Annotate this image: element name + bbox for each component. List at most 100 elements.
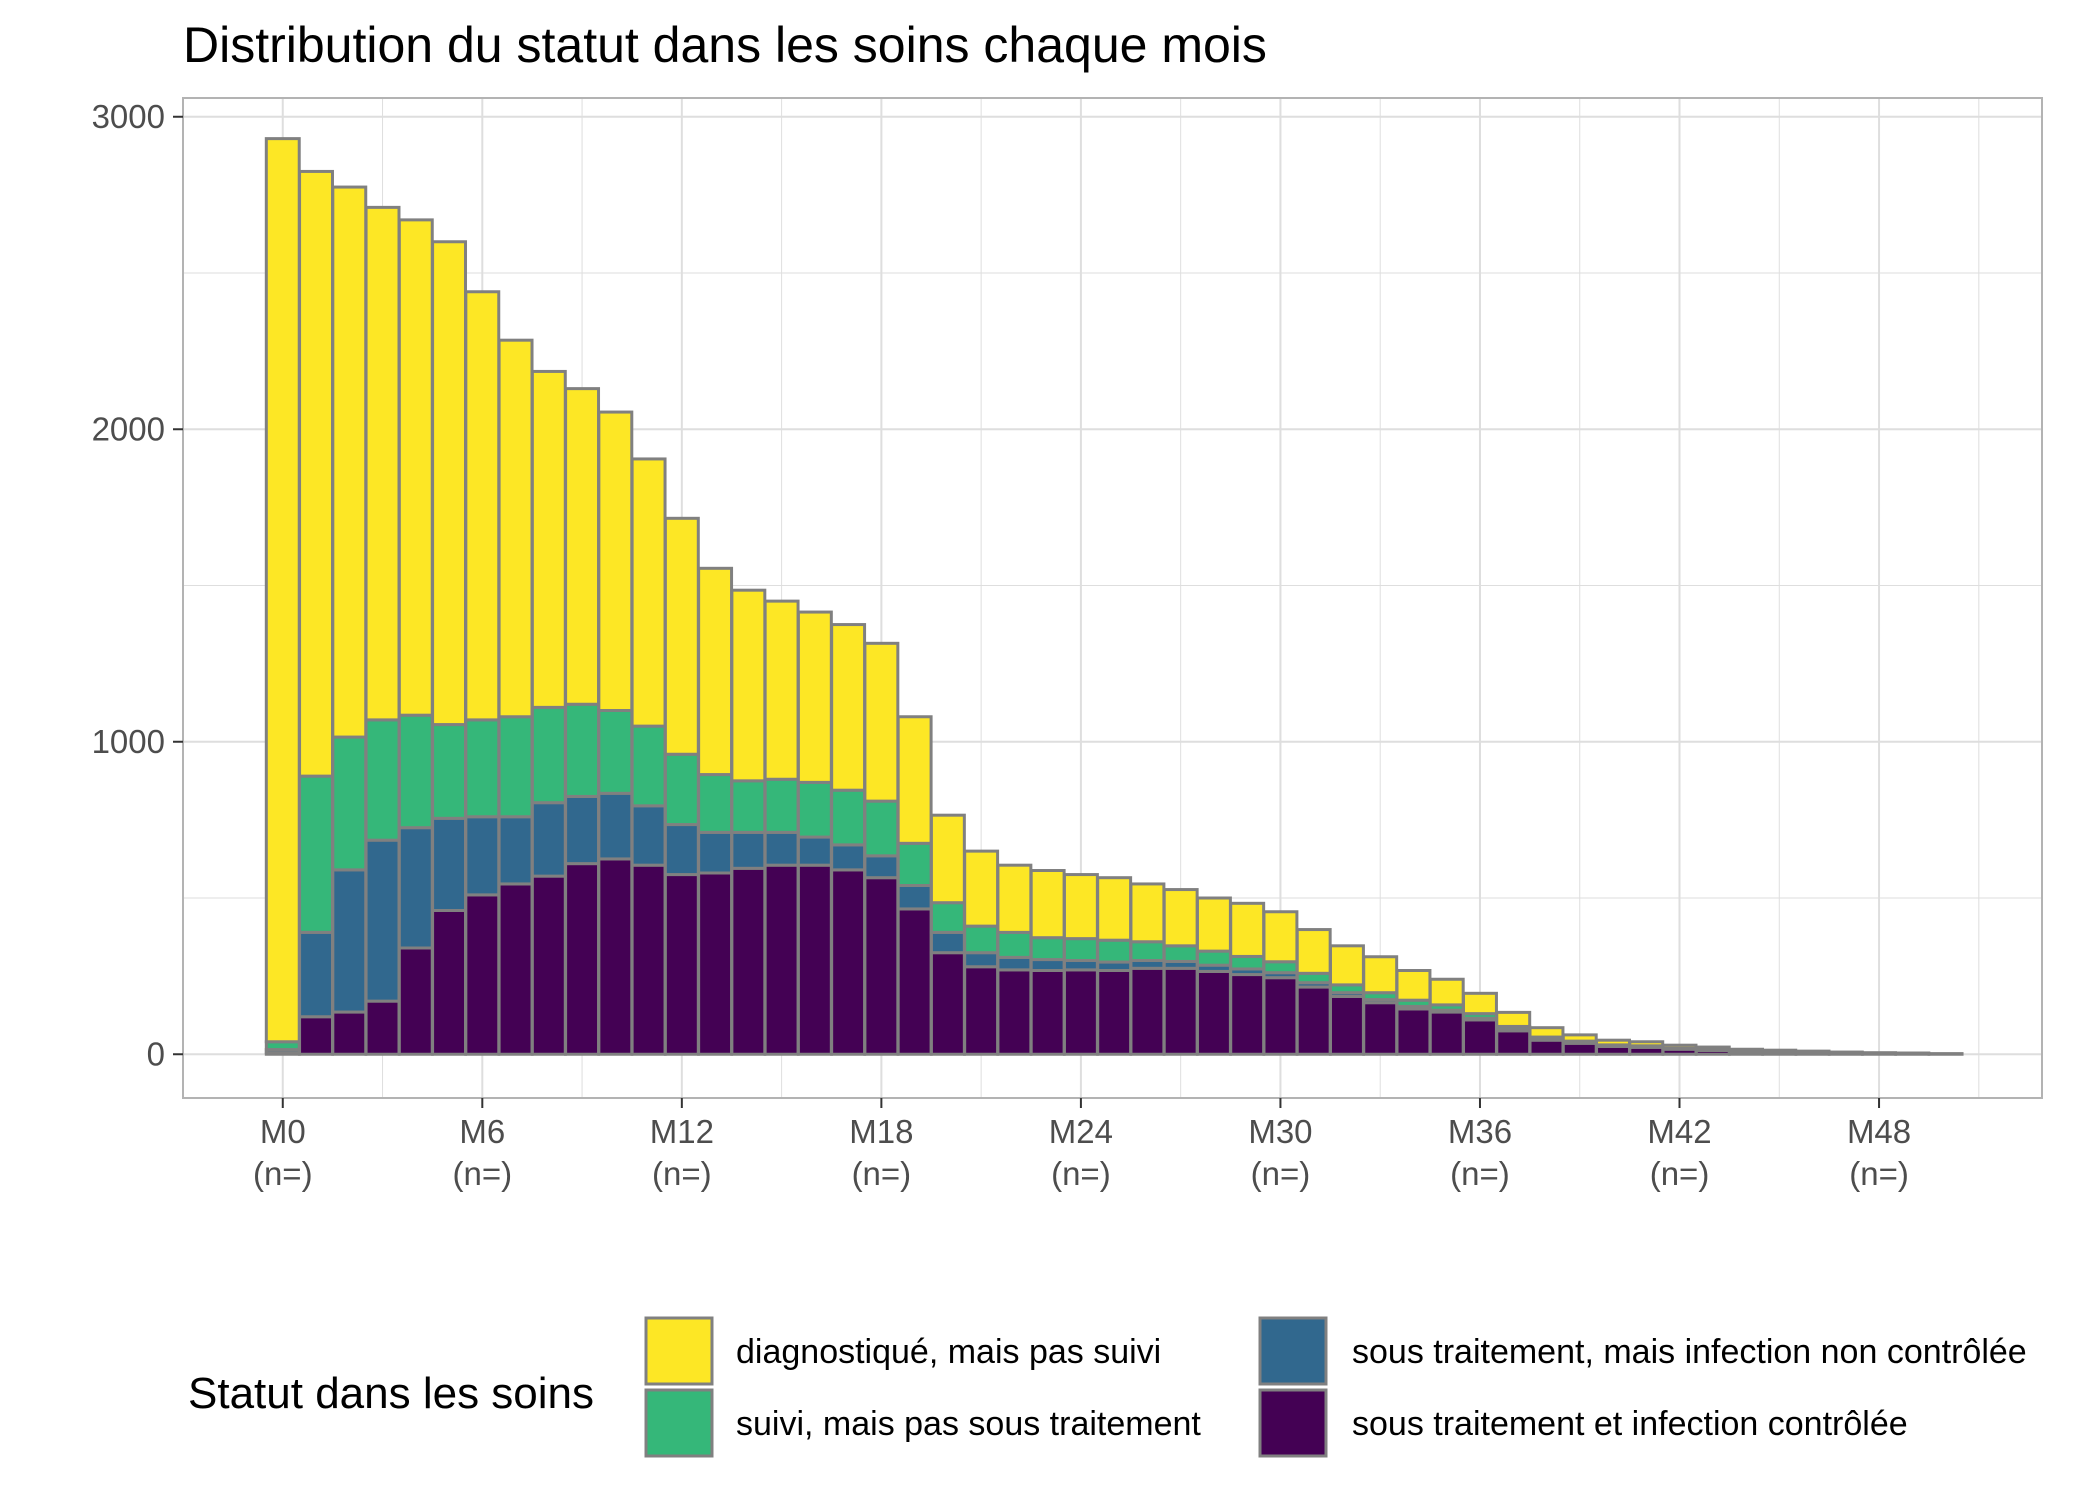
- bar-segment: [1195, 969, 1232, 1056]
- bar-segment: [730, 779, 767, 834]
- x-tick-sublabel: (n=): [1251, 1155, 1311, 1192]
- bar-segment: [663, 752, 700, 827]
- bar-segment: [1029, 869, 1066, 940]
- bar-segment: [996, 968, 1033, 1056]
- bar-segment: [298, 169, 334, 778]
- bar-segment: [796, 780, 833, 839]
- bar-segment: [1595, 1038, 1631, 1047]
- bar-segment: [863, 876, 900, 1056]
- bar-segment: [830, 623, 867, 792]
- bar-segment: [1827, 1050, 1864, 1055]
- bar-segment: [697, 830, 734, 875]
- bar-segment: [730, 866, 767, 1056]
- bar-segment: [929, 901, 966, 934]
- bar-segment: [996, 930, 1033, 959]
- x-tick-label: M0: [260, 1113, 306, 1150]
- bar-segment: [331, 185, 368, 739]
- bar-segment: [1129, 940, 1166, 962]
- bar-segment: [497, 338, 534, 719]
- bar-segment: [1262, 960, 1299, 975]
- bar-segment: [929, 813, 966, 905]
- bar-segment: [896, 884, 933, 911]
- bar-segment: [1062, 873, 1099, 941]
- bar-segment: [1761, 1048, 1798, 1053]
- panel-border: [182, 97, 2043, 1099]
- bar-segment: [364, 718, 401, 842]
- bar-segment: [796, 610, 833, 784]
- bars: [264, 137, 1964, 1056]
- bar-segment: [730, 830, 767, 870]
- bar-segment: [763, 863, 800, 1056]
- bar-segment: [1262, 976, 1299, 1056]
- bar-segment: [331, 1010, 368, 1056]
- x-tick-sublabel: (n=): [652, 1155, 712, 1192]
- bar-segment: [763, 777, 800, 834]
- bar-segment: [364, 999, 401, 1056]
- bar-segment: [1262, 910, 1299, 964]
- legend: Statut dans les soins diagnostiqué, mais…: [188, 1316, 2027, 1458]
- legend-label: sous traitement, mais infection non cont…: [1352, 1333, 2027, 1371]
- bar-segment: [464, 718, 501, 819]
- bar-segment: [1195, 949, 1232, 967]
- x-tick-sublabel: (n=): [1051, 1155, 1111, 1192]
- bar-segment: [1062, 937, 1099, 962]
- bar-segment: [1794, 1049, 1831, 1054]
- x-tick-sublabel: (n=): [1849, 1155, 1909, 1192]
- y-axis: 0 1000 2000 3000: [92, 98, 183, 1072]
- bar-segment: [1661, 1043, 1698, 1050]
- bar-segment: [929, 930, 966, 955]
- legend-key: [1258, 1316, 1328, 1386]
- x-tick-label: M6: [459, 1113, 505, 1150]
- bar-segment: [597, 709, 634, 795]
- bar-segment: [564, 862, 601, 1056]
- bar-segment: [1295, 928, 1332, 975]
- bar-segment: [1694, 1045, 1731, 1052]
- legend-title: Statut dans les soins: [188, 1369, 594, 1418]
- bar-segment: [397, 946, 434, 1056]
- bar-segment: [1495, 1029, 1532, 1056]
- bar-segment: [364, 205, 401, 722]
- bar-segment: [796, 835, 833, 867]
- bar-segment: [996, 863, 1033, 934]
- bar-segment: [863, 854, 900, 880]
- y-tick-label: 0: [147, 1035, 165, 1072]
- chart-title: Distribution du statut dans les soins ch…: [183, 17, 1267, 73]
- bar-segment: [697, 773, 734, 834]
- bar-segment: [431, 240, 468, 727]
- bar-segment: [1195, 896, 1232, 953]
- bar-segment: [364, 838, 401, 1003]
- bar-segment: [431, 909, 468, 1056]
- bar-segment: [530, 369, 567, 709]
- bar-segment: [963, 951, 1000, 969]
- legend-label: diagnostiqué, mais pas suivi: [736, 1333, 1161, 1371]
- x-axis: M0 (n=) M6 (n=) M12 (n=) M18 (n=) M24 (n=) M30 (n=)…: [253, 1098, 1911, 1192]
- bar-segment: [963, 965, 1000, 1056]
- bar-segment: [896, 907, 933, 1056]
- bar-segment: [1528, 1038, 1565, 1056]
- bar-segment: [298, 930, 334, 1019]
- x-tick-sublabel: (n=): [1650, 1155, 1710, 1192]
- bar-segment: [929, 951, 966, 1056]
- x-tick-label: M12: [650, 1113, 714, 1150]
- bar-segment: [1328, 944, 1365, 987]
- x-tick-label: M36: [1448, 1113, 1512, 1150]
- x-tick-label: M24: [1049, 1113, 1113, 1150]
- bar-segment: [1462, 991, 1498, 1016]
- bar-segment: [863, 641, 900, 803]
- bar-segment: [1229, 954, 1266, 971]
- bar-segment: [564, 387, 601, 706]
- bar-segment: [1229, 973, 1266, 1056]
- legend-key: [644, 1316, 714, 1386]
- bar-segment: [697, 566, 734, 777]
- bar-segment: [763, 599, 800, 781]
- bar-segment: [1362, 1001, 1399, 1056]
- bar-segment: [830, 788, 867, 847]
- bar-segment: [1395, 969, 1432, 1002]
- legend-label: sous traitement et infection contrôlée: [1352, 1405, 1908, 1443]
- x-tick-sublabel: (n=): [852, 1155, 912, 1192]
- bar-segment: [530, 874, 567, 1056]
- bar-segment: [1096, 969, 1133, 1056]
- bar-segment: [497, 815, 534, 886]
- legend-key: [644, 1388, 714, 1458]
